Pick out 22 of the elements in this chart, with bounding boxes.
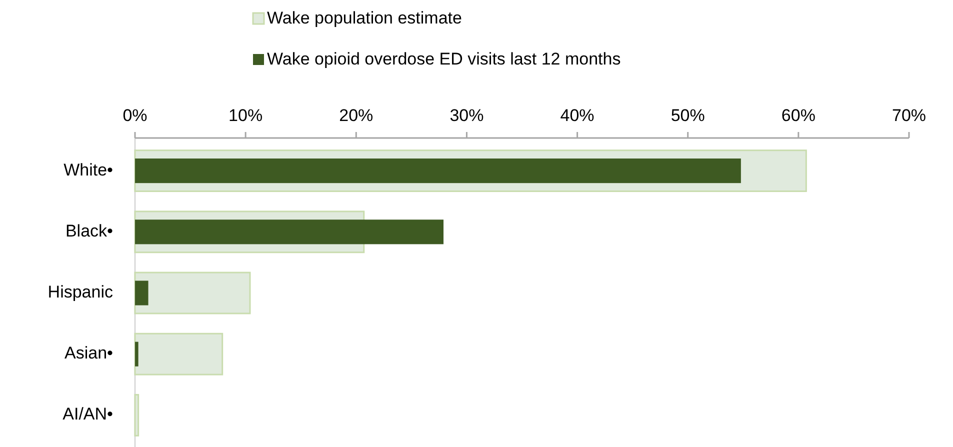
y-tick-label: White• (64, 160, 114, 180)
y-tick-label: Hispanic (48, 282, 114, 302)
bar (135, 280, 148, 306)
bar (135, 220, 444, 244)
bar (134, 272, 251, 314)
bar (134, 394, 140, 436)
x-tick-label: 10% (228, 106, 263, 125)
x-tick-label: 40% (560, 106, 594, 125)
x-tick-label: 20% (339, 106, 374, 125)
x-tick-label: 30% (450, 106, 484, 125)
y-tick-label: Asian• (64, 344, 114, 363)
y-tick-label: Black• (65, 221, 114, 240)
legend-label: Wake opioid overdose ED visits last 12 months (267, 49, 621, 68)
legend-label: Wake population estimate (267, 8, 462, 28)
bar (134, 332, 224, 376)
x-tick-label: 70% (892, 106, 926, 125)
bar (135, 342, 138, 366)
x-tick-label: 60% (781, 106, 816, 125)
x-tick-label: 50% (670, 106, 705, 125)
y-tick-label: AI/AN• (62, 404, 114, 424)
bar (135, 158, 741, 184)
x-tick-label: 0% (122, 106, 148, 125)
